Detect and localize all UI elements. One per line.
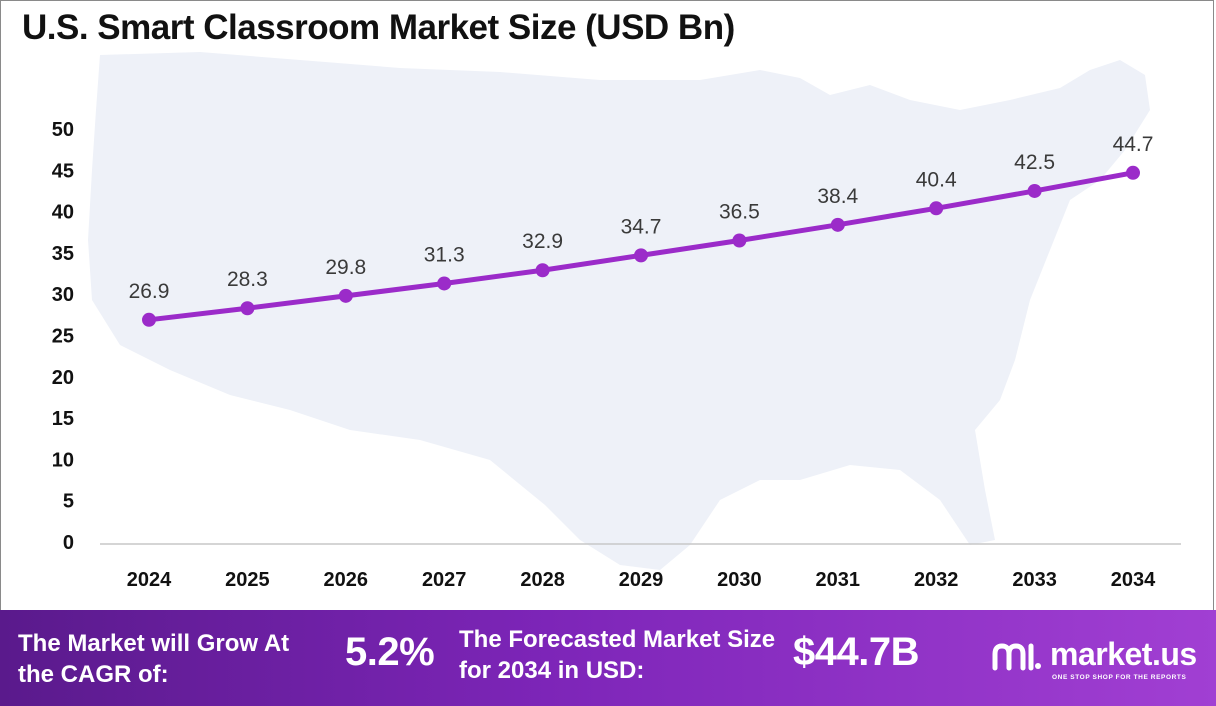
data-label: 40.4: [916, 168, 957, 191]
data-point: [732, 233, 747, 248]
data-label: 44.7: [1113, 133, 1154, 156]
y-tick-label: 50: [52, 119, 74, 141]
x-tick-label: 2032: [914, 569, 959, 591]
data-point: [240, 301, 255, 316]
x-tick-label: 2024: [127, 569, 172, 591]
market-us-logo-icon: [992, 643, 1041, 671]
data-point: [1027, 183, 1042, 198]
x-tick-label: 2029: [619, 569, 664, 591]
x-tick-label: 2033: [1012, 569, 1057, 591]
data-label: 29.8: [325, 256, 366, 279]
data-point: [929, 201, 944, 216]
x-tick-label: 2030: [717, 569, 762, 591]
data-label: 42.5: [1014, 151, 1055, 174]
chart-title: U.S. Smart Classroom Market Size (USD Bn…: [22, 8, 735, 47]
brand-name: market.us: [1050, 636, 1197, 672]
data-label: 26.9: [129, 280, 170, 303]
brand-tagline: ONE STOP SHOP FOR THE REPORTS: [1052, 674, 1187, 681]
x-tick-label: 2031: [816, 569, 861, 591]
forecast-label: The Forecasted Market Size for 2034 in U…: [459, 626, 776, 684]
us-map-background: [88, 52, 1150, 570]
y-tick-label: 40: [52, 202, 74, 224]
data-point: [142, 312, 156, 327]
data-point: [634, 248, 648, 263]
data-point: [437, 276, 452, 291]
forecast-value: $44.7B: [793, 630, 919, 674]
x-tick-label: 2026: [324, 569, 369, 591]
summary-footer: The Market will Grow At the CAGR of: 5.2…: [0, 610, 1216, 706]
y-tick-label: 35: [52, 243, 74, 265]
data-point: [535, 263, 550, 278]
y-tick-label: 45: [52, 160, 74, 182]
y-tick-label: 20: [52, 367, 74, 389]
cagr-label: The Market will Grow At the CAGR of:: [18, 630, 290, 688]
brand-logo: market.us ONE STOP SHOP FOR THE REPORTS: [990, 636, 1212, 686]
y-tick-label: 15: [52, 408, 74, 430]
data-point: [830, 217, 845, 232]
data-label: 32.9: [522, 230, 563, 253]
x-tick-label: 2025: [225, 569, 270, 591]
cagr-value: 5.2%: [345, 630, 435, 674]
x-tick-label: 2034: [1111, 569, 1156, 591]
data-label: 36.5: [719, 201, 760, 224]
y-tick-label: 0: [63, 532, 74, 554]
y-tick-label: 30: [52, 284, 74, 306]
data-label: 28.3: [227, 268, 268, 291]
y-tick-label: 10: [52, 449, 74, 471]
data-point: [1126, 165, 1140, 180]
data-point: [338, 288, 353, 303]
x-tick-label: 2028: [520, 569, 565, 591]
y-tick-label: 5: [63, 491, 74, 513]
x-tick-label: 2027: [422, 569, 467, 591]
data-label: 31.3: [424, 243, 465, 266]
data-label: 34.7: [621, 215, 662, 238]
y-tick-label: 25: [52, 326, 74, 348]
data-label: 38.4: [817, 185, 858, 208]
